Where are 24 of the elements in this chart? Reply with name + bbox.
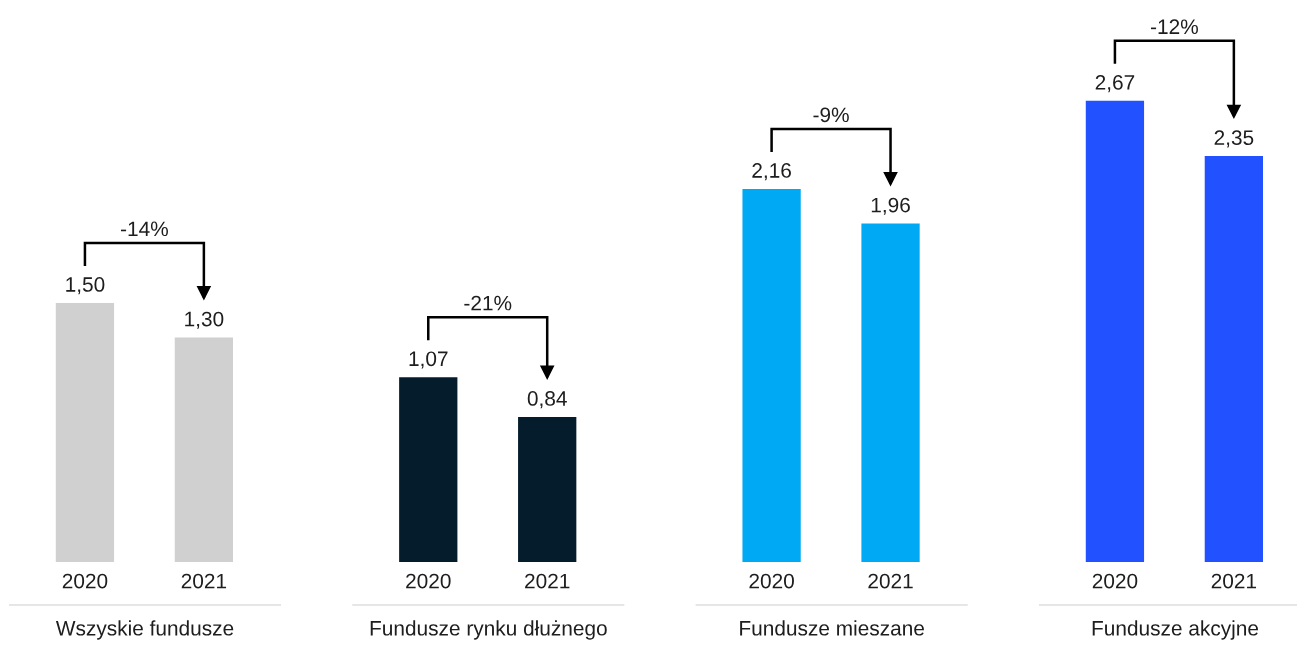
data-label: 2,67 [1095,75,1135,93]
x-axis-title: Fundusze rynku dłużnego [370,620,607,640]
text: -21% [464,295,512,311]
x-tick-label: 2020 [62,573,108,589]
data-label: 2,35 [1214,130,1254,148]
x-tick-label: 2020 [406,573,451,589]
data-label: 0,84 [527,391,567,409]
x-axis-title: Fundusze mieszane [740,620,924,636]
data-label: 1,96 [871,197,910,215]
data-label: 1,07 [409,351,448,369]
text: -9% [813,107,849,123]
text: -14% [121,221,168,237]
x-tick-label: 2020 [749,573,794,589]
data-label: 2,16 [752,163,791,181]
x-tick-label: 2021 [1211,573,1257,589]
x-tick-label: 2020 [1092,573,1138,589]
x-axis-title: Fundusze akcyjne [1092,620,1259,640]
data-label: 1,50 [66,277,105,295]
x-axis-title: Wszyskie fundusze [55,620,234,640]
data-label: 1,30 [185,311,224,329]
x-tick-label: 2021 [181,573,227,589]
x-tick-label: 2021 [868,573,913,589]
x-tick-label: 2021 [525,573,570,589]
text: -12% [1151,19,1198,35]
